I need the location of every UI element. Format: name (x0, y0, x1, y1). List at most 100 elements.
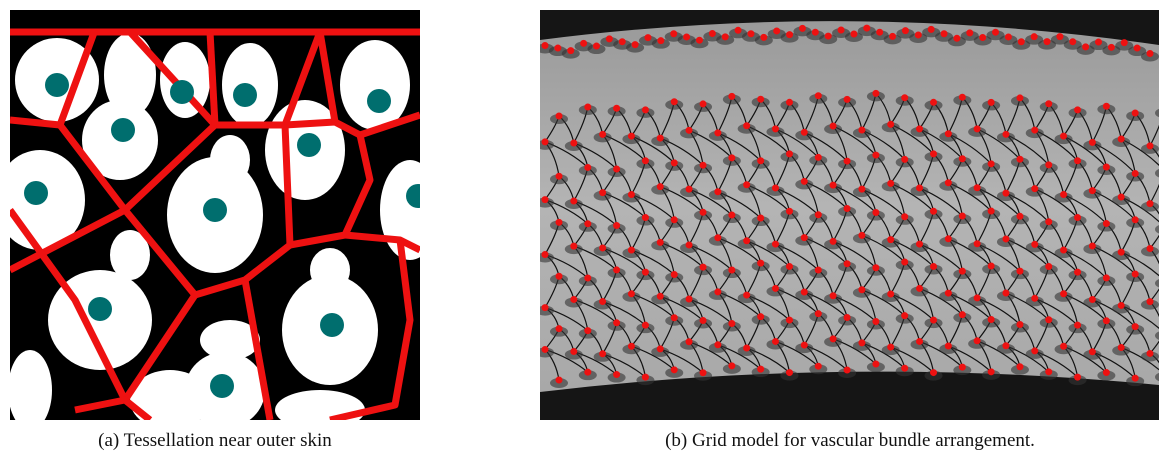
bundle-node (1147, 350, 1154, 357)
bundle-node (1147, 200, 1154, 207)
bundle-node (632, 41, 639, 48)
bundle-node (945, 179, 952, 186)
bundle-node (628, 290, 635, 297)
bundle-node (686, 296, 693, 303)
bundle-node (743, 237, 750, 244)
bundle-node (642, 269, 649, 276)
bundle-node (1031, 33, 1038, 40)
bundle-node (916, 125, 923, 132)
bundle-node (757, 96, 764, 103)
bundle-node (542, 346, 549, 353)
centroid (210, 374, 234, 398)
centroid (88, 297, 112, 321)
bundle-node (988, 263, 995, 270)
caption: (a) Tessellation near outer skin (98, 430, 332, 451)
bundle-node (1016, 268, 1023, 275)
bundle-node (815, 266, 822, 273)
centroid (24, 181, 48, 205)
bundle-node (1002, 131, 1009, 138)
bundle-node (1045, 316, 1052, 323)
bundle-node (786, 317, 793, 324)
bundle-node (1089, 139, 1096, 146)
bundle-node (619, 38, 626, 45)
bundle-node (1074, 374, 1081, 381)
bundle-node (542, 251, 549, 258)
bundle-node (1132, 375, 1139, 382)
bundle-node (1045, 100, 1052, 107)
bundle-node (786, 150, 793, 157)
bundle-node (902, 27, 909, 34)
grid-model-image (536, 10, 1159, 420)
centroid (111, 118, 135, 142)
bundle-node (757, 313, 764, 320)
bundle-node (1103, 220, 1110, 227)
bundle-node (872, 264, 879, 271)
bundle-node (786, 369, 793, 376)
bundle-node (757, 157, 764, 164)
bundle-node (743, 292, 750, 299)
bundle-node (570, 197, 577, 204)
bundle-node (747, 30, 754, 37)
bundle-node (584, 164, 591, 171)
bundle-node (815, 211, 822, 218)
centroid (320, 313, 344, 337)
bundle-node (974, 240, 981, 247)
bundle-node (1132, 170, 1139, 177)
bundle-node (657, 37, 664, 44)
bundle-node (812, 29, 819, 36)
bundle-node (757, 260, 764, 267)
bundle-node (916, 184, 923, 191)
bundle-node (772, 285, 779, 292)
bundle-node (916, 338, 923, 345)
bundle-node (830, 238, 837, 245)
bundle-node (1095, 39, 1102, 46)
bundle-blob (340, 40, 410, 130)
bundle-node (959, 268, 966, 275)
bundle-node (1060, 343, 1067, 350)
bundle-node (1031, 127, 1038, 134)
bundle-node (593, 43, 600, 50)
bundle-node (786, 263, 793, 270)
bundle-node (570, 296, 577, 303)
bundle-node (815, 92, 822, 99)
bundle-node (850, 31, 857, 38)
page: (a) Tessellation near outer skin (b) Gri… (0, 0, 1159, 459)
bundle-node (928, 26, 935, 33)
bundle-node (728, 362, 735, 369)
bundle-node (542, 138, 549, 145)
bundle-node (554, 45, 561, 52)
bundle-node (959, 213, 966, 220)
bundle-node (858, 286, 865, 293)
bundle-node (570, 243, 577, 250)
bundle-node (728, 320, 735, 327)
caption: (b) Grid model for vascular bundle arran… (665, 430, 1035, 451)
bundle-node (1074, 214, 1081, 221)
bundle-node (872, 90, 879, 97)
bundle-node (966, 29, 973, 36)
bundle-node (801, 234, 808, 241)
bundle-blob (210, 135, 250, 185)
bundle-node (714, 288, 721, 295)
bundle-node (801, 342, 808, 349)
bundle-node (930, 369, 937, 376)
bundle-node (1108, 44, 1115, 51)
bundle-node (901, 94, 908, 101)
bundle-node (584, 369, 591, 376)
bundle-node (657, 293, 664, 300)
bundle-node (657, 239, 664, 246)
bundle-node (1132, 109, 1139, 116)
bundle-node (1002, 190, 1009, 197)
bundle-node (945, 290, 952, 297)
bundle-node (1045, 368, 1052, 375)
bundle-node (1031, 295, 1038, 302)
bundle-node (1016, 213, 1023, 220)
bundle-node (992, 29, 999, 36)
bundle-node (974, 294, 981, 301)
bundle-node (1005, 33, 1012, 40)
bundle-node (728, 154, 735, 161)
bundle-node (686, 241, 693, 248)
bundle-node (1031, 347, 1038, 354)
bundle-node (844, 367, 851, 374)
bundle-node (1103, 103, 1110, 110)
bundle-node (959, 311, 966, 318)
